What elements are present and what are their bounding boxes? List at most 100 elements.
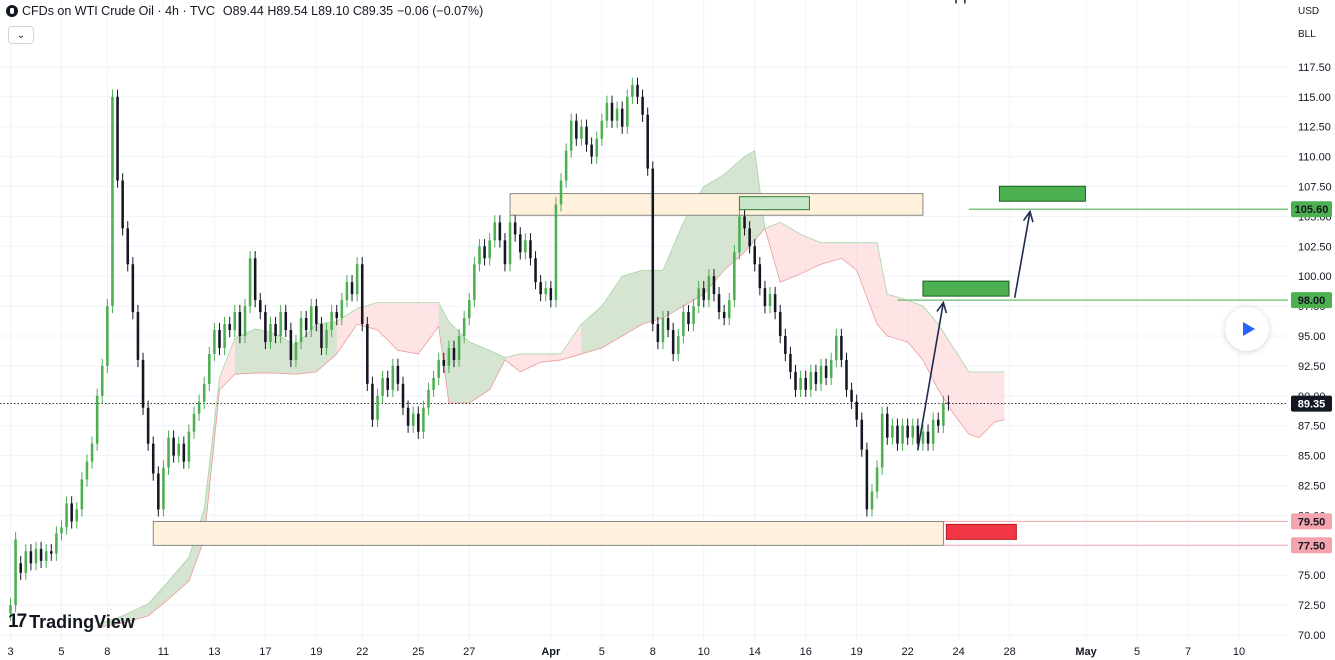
- candle: [569, 113, 573, 158]
- candle-body: [661, 318, 665, 342]
- unit-label[interactable]: BLL: [1298, 29, 1316, 40]
- 10[interactable]: 2 TARGET POINT: [978, 0, 1108, 202]
- candle-body: [549, 288, 553, 301]
- candle: [187, 424, 191, 469]
- candle-body: [157, 473, 160, 510]
- x-tick-label: Apr: [541, 646, 561, 658]
- candle-body: [340, 300, 344, 319]
- support-high-price-tag-text: 79.50: [1298, 516, 1326, 528]
- target1-price-tag-text: 98.00: [1298, 295, 1326, 307]
- candle: [106, 298, 109, 374]
- collapse-chevron-button[interactable]: ⌄: [8, 26, 34, 44]
- candle: [427, 382, 430, 415]
- candle: [727, 292, 731, 326]
- candle-body: [564, 150, 568, 181]
- candle-body: [177, 443, 180, 456]
- candle-body: [65, 503, 68, 528]
- candle: [253, 251, 257, 308]
- candle: [778, 304, 782, 344]
- candle-body: [151, 443, 155, 474]
- candle: [447, 340, 451, 374]
- 10[interactable]: Support Area: [935, 0, 1029, 540]
- candle-body: [875, 467, 879, 492]
- candle-body: [192, 413, 196, 432]
- candle-body: [850, 389, 853, 402]
- candle: [131, 257, 135, 320]
- support-low-price-tag[interactable]: 77.50: [1291, 537, 1332, 554]
- resistance-area-box[interactable]: [509, 193, 924, 216]
- y-tick-label: 95.00: [1298, 331, 1326, 343]
- candle: [773, 286, 777, 320]
- candle: [340, 292, 344, 326]
- x-tick-label: May: [1075, 646, 1097, 658]
- support-high-price-tag-box: [1291, 513, 1332, 530]
- candle-body: [906, 425, 909, 438]
- candle: [707, 269, 711, 308]
- symbol-title[interactable]: CFDs on WTI Crude Oil · 4h · TVC: [22, 4, 215, 18]
- candle: [44, 544, 48, 569]
- y-tick-label: 82.50: [1298, 481, 1326, 493]
- replay-play-button[interactable]: [1225, 307, 1269, 351]
- candle: [233, 304, 237, 338]
- ohlc-values: O89.44 H89.54 L89.10 C89.35: [222, 4, 394, 18]
- candle: [626, 89, 629, 134]
- candle: [503, 233, 507, 272]
- y-tick-label: 85.00: [1298, 451, 1326, 463]
- currency-label[interactable]: USD: [1298, 6, 1320, 17]
- target2-price-tag[interactable]: 105.60: [1291, 201, 1332, 218]
- candle: [223, 316, 226, 356]
- candle-body: [722, 312, 726, 319]
- candle-body: [880, 413, 884, 468]
- x-tick-label: 5: [58, 646, 64, 658]
- candle: [768, 286, 772, 314]
- candle: [906, 418, 909, 445]
- candle-body: [498, 222, 502, 241]
- candle-body: [213, 330, 216, 354]
- candle: [661, 310, 665, 350]
- candle-body: [355, 264, 359, 295]
- candle-body: [197, 401, 201, 414]
- candle-body: [539, 282, 542, 295]
- candle: [524, 233, 527, 260]
- candle: [610, 95, 614, 128]
- 10[interactable]: 1 TARGET POINT: [901, 0, 1031, 297]
- candle: [789, 346, 792, 380]
- 9[interactable]: Resistance Area: [716, 0, 833, 211]
- y-tick-label: 92.50: [1298, 361, 1326, 373]
- candle-body: [610, 102, 614, 121]
- support-area-box[interactable]: [152, 520, 944, 546]
- candle-body: [753, 246, 757, 265]
- candle-body: [727, 300, 731, 319]
- candle-body: [309, 306, 313, 331]
- y-tick-label: 102.50: [1298, 241, 1332, 253]
- candle: [381, 370, 384, 403]
- candle: [192, 406, 196, 439]
- candle: [590, 137, 593, 164]
- candle-body: [717, 294, 721, 313]
- tradingview-logo: 17 TradingView: [8, 611, 135, 633]
- last-price-tag-box: [1291, 395, 1332, 412]
- candle: [391, 358, 395, 397]
- tradingview-mark-icon: 17: [8, 611, 27, 632]
- candle: [753, 239, 757, 272]
- candle-body: [238, 312, 242, 336]
- candle-body: [14, 539, 17, 606]
- last-price-tag-text: 89.35: [1298, 399, 1326, 411]
- support-high-price-tag[interactable]: 79.50: [1291, 513, 1332, 530]
- candle-body: [656, 324, 660, 342]
- candle-body: [768, 294, 772, 307]
- chart-header: CFDs on WTI Crude Oil · 4h · TVC O89.44 …: [6, 4, 483, 18]
- candle: [554, 197, 558, 308]
- last-price-tag[interactable]: 89.35: [1291, 395, 1332, 412]
- candle-body: [457, 336, 461, 360]
- candle-body: [274, 324, 277, 336]
- candle: [432, 370, 435, 397]
- candle-body: [131, 264, 135, 313]
- target1-price-tag[interactable]: 98.00: [1291, 292, 1332, 309]
- candle: [90, 436, 94, 469]
- candle-body: [80, 479, 84, 510]
- candle-body: [116, 96, 119, 181]
- candle-body: [947, 402, 950, 404]
- candle: [901, 418, 904, 451]
